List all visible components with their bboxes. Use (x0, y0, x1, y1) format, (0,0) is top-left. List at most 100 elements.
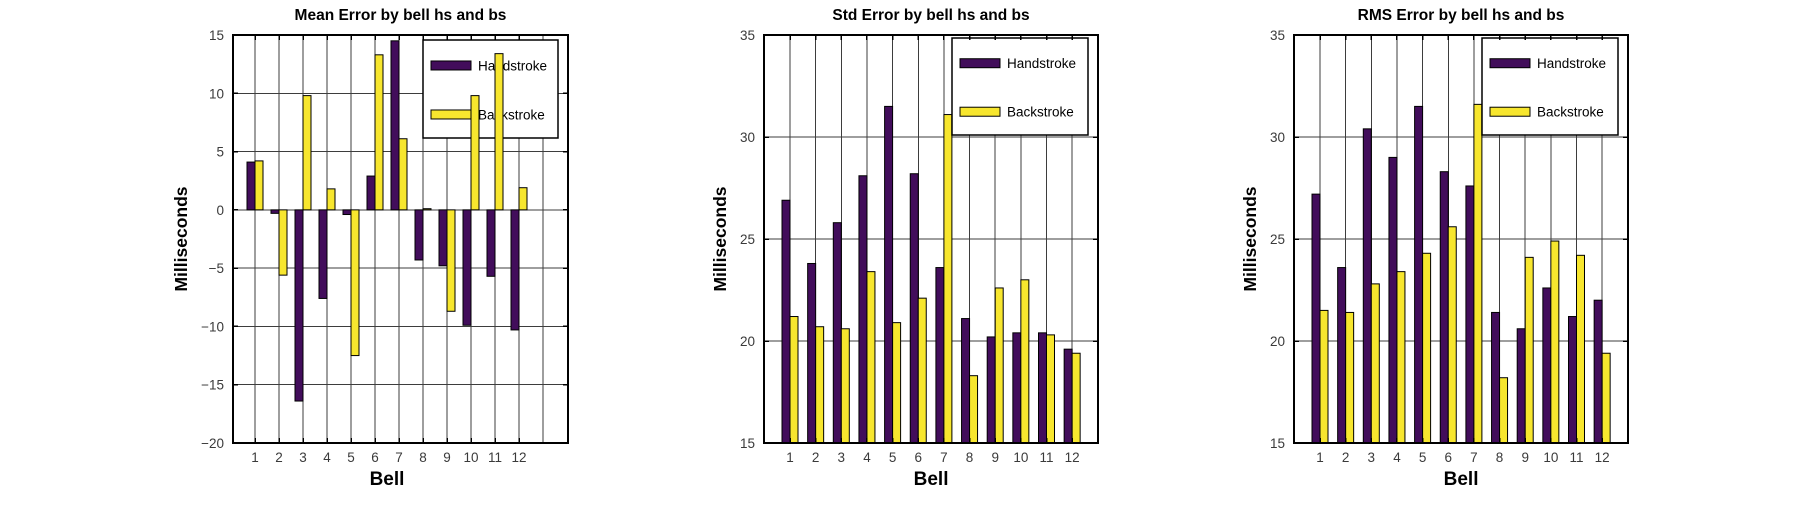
y-tick-label: 35 (740, 28, 755, 43)
bar-handstroke-bell-1 (1311, 193, 1321, 444)
bar-backstroke-bell-6 (1447, 226, 1457, 444)
x-tick-label: 2 (275, 450, 283, 465)
legend: Handstroke Backstroke (1481, 37, 1619, 136)
y-tick-label: −20 (201, 436, 224, 451)
x-tick-label: 4 (323, 450, 331, 465)
x-tick-label: 6 (914, 450, 922, 465)
x-tick-label: 3 (299, 450, 307, 465)
x-tick-label: 9 (1521, 450, 1529, 465)
bar-backstroke-bell-2 (278, 209, 288, 276)
bar-handstroke-bell-11 (486, 209, 496, 277)
y-axis-label: Milliseconds (1240, 186, 1260, 291)
tick-marks (1294, 34, 1628, 444)
bars (246, 40, 528, 402)
bar-backstroke-bell-10 (1550, 240, 1560, 444)
x-tick-label: 5 (1419, 450, 1427, 465)
legend-label-handstroke: Handstroke (478, 58, 547, 73)
bar-backstroke-bell-1 (254, 160, 264, 211)
bar-handstroke-bell-2 (270, 209, 280, 214)
x-tick-label: 11 (1569, 450, 1583, 465)
bar-backstroke-bell-3 (302, 95, 312, 211)
bar-backstroke-bell-11 (494, 53, 504, 211)
x-tick-label: 3 (1368, 450, 1376, 465)
x-tick-label: 8 (966, 450, 974, 465)
bars (781, 105, 1081, 444)
y-tick-label: 30 (1270, 130, 1285, 145)
x-tick-label: 1 (786, 450, 794, 465)
legend-swatch-backstroke (1489, 106, 1531, 117)
axis-box (232, 34, 569, 444)
bar-handstroke-bell-3 (832, 222, 842, 444)
y-tick-label: 0 (216, 203, 224, 218)
x-tick-label: 4 (863, 450, 871, 465)
y-tick-label: −5 (209, 261, 224, 276)
legend-label-handstroke: Handstroke (1537, 56, 1606, 71)
bar-handstroke-bell-1 (246, 161, 256, 211)
bar-handstroke-bell-12 (1063, 348, 1073, 444)
y-tick-label: −15 (201, 378, 224, 393)
bar-backstroke-bell-11 (1046, 334, 1055, 444)
x-tick-label: 10 (463, 450, 478, 465)
bar-backstroke-bell-7 (943, 114, 953, 444)
y-tick-label: 30 (740, 130, 755, 145)
x-axis-label: Bell (370, 469, 405, 490)
bar-handstroke-bell-8 (1491, 311, 1501, 444)
bar-handstroke-bell-10 (1012, 332, 1022, 444)
y-tick-label: 20 (1270, 334, 1285, 349)
bar-handstroke-bell-6 (1439, 171, 1449, 444)
y-axis-label: Milliseconds (710, 186, 730, 291)
x-tick-label: 9 (443, 450, 451, 465)
tick-marks (764, 34, 1098, 444)
y-tick-label: 15 (1270, 436, 1285, 451)
bar-handstroke-bell-10 (462, 209, 472, 326)
legend-box (951, 37, 1089, 136)
bar-backstroke-bell-9 (1524, 256, 1534, 444)
x-tick-label: 8 (419, 450, 427, 465)
y-tick-label: 15 (209, 28, 224, 43)
bar-backstroke-bell-5 (892, 322, 902, 444)
x-tick-label: 11 (488, 450, 502, 465)
legend-label-backstroke: Backstroke (478, 107, 545, 122)
bar-backstroke-bell-6 (374, 54, 384, 211)
bar-backstroke-bell-11 (1576, 254, 1585, 444)
legend-box (1481, 37, 1619, 136)
bar-handstroke-bell-6 (909, 173, 919, 444)
bar-handstroke-bell-2 (807, 262, 817, 444)
x-tick-label: 7 (395, 450, 403, 465)
legend: Handstroke Backstroke (422, 39, 559, 139)
x-tick-label: 11 (1039, 450, 1053, 465)
x-tick-label: 5 (347, 450, 355, 465)
bar-handstroke-bell-3 (1362, 128, 1372, 444)
bar-backstroke-bell-5 (350, 209, 360, 357)
y-tick-label: 35 (1270, 28, 1285, 43)
x-tick-label: 12 (1595, 450, 1610, 465)
bar-handstroke-bell-3 (294, 209, 304, 402)
legend-label-backstroke: Backstroke (1007, 105, 1074, 120)
bar-handstroke-bell-5 (1414, 105, 1424, 444)
x-tick-label: 9 (991, 450, 999, 465)
tick-marks (233, 34, 568, 444)
bar-handstroke-bell-6 (366, 175, 376, 211)
y-tick-label: 5 (216, 145, 224, 160)
bar-handstroke-bell-9 (438, 209, 448, 267)
bar-backstroke-bell-8 (1499, 377, 1509, 444)
bar-backstroke-bell-4 (326, 188, 336, 211)
y-tick-label: 20 (740, 334, 755, 349)
bar-backstroke-bell-3 (1370, 283, 1380, 444)
y-tick-label: 25 (740, 232, 755, 247)
x-tick-label: 10 (1013, 450, 1028, 465)
bar-handstroke-bell-11 (1568, 316, 1577, 444)
legend-swatch-backstroke (430, 109, 472, 120)
bar-backstroke-bell-4 (866, 271, 876, 444)
bars (1311, 103, 1611, 444)
legend-label-handstroke: Handstroke (1007, 56, 1076, 71)
bar-backstroke-bell-9 (994, 287, 1004, 444)
legend-swatch-handstroke (1489, 58, 1531, 69)
bar-handstroke-bell-7 (935, 267, 945, 444)
x-tick-label: 7 (940, 450, 948, 465)
